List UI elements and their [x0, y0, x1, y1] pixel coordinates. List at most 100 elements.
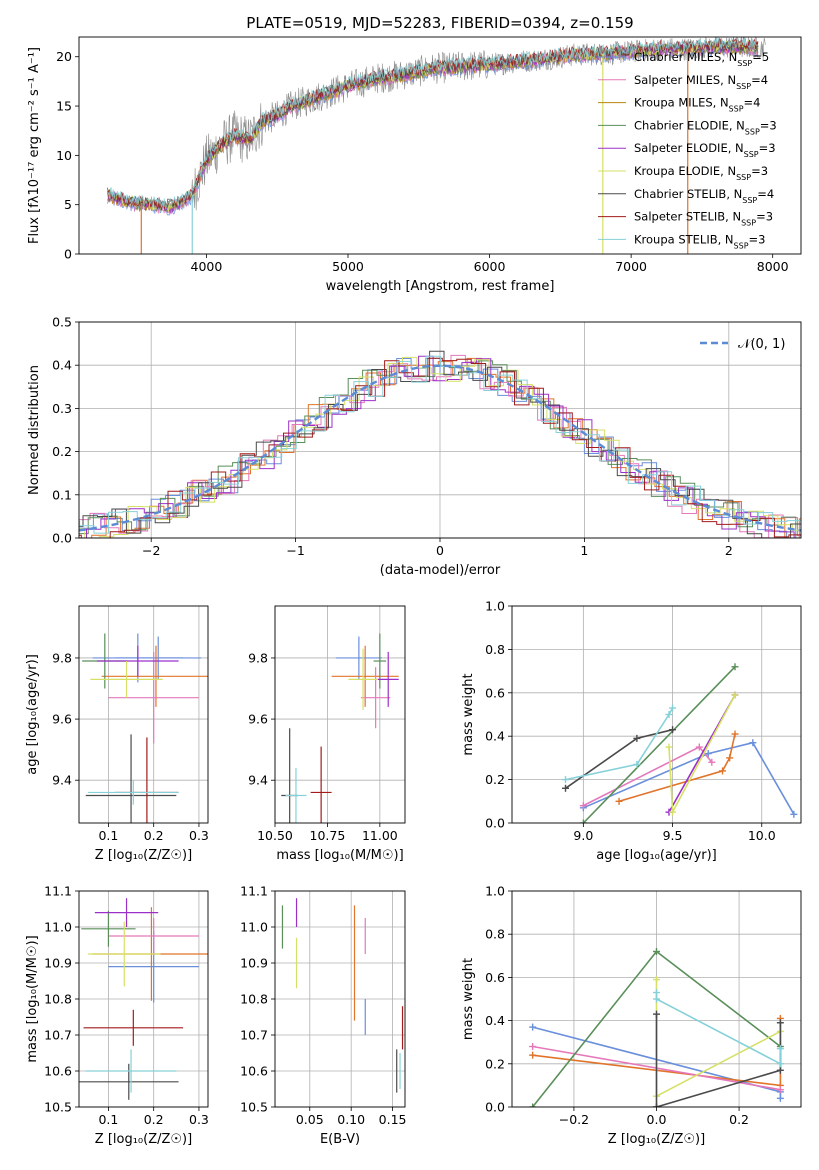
x-tick-label: 10.0 — [748, 828, 776, 843]
plus-marker — [529, 1103, 537, 1107]
y-tick-label: 10.5 — [240, 1100, 268, 1115]
y-tick-label: 11.1 — [240, 884, 268, 899]
plus-marker — [669, 704, 677, 712]
x-axis-label: wavelength [Angstrom, rest frame] — [326, 279, 555, 294]
x-tick-label: −0.2 — [559, 1112, 589, 1127]
plus-marker — [653, 989, 660, 997]
x-tick-label: 1 — [580, 543, 588, 558]
plus-marker — [776, 1045, 784, 1053]
errorbar-point — [83, 1009, 184, 1046]
plus-marker — [719, 767, 727, 775]
errorbar-point — [94, 898, 159, 927]
plot-area — [79, 350, 801, 538]
x-tick-label: 0.3 — [189, 828, 209, 843]
errorbar-point — [88, 780, 179, 805]
plot-area — [529, 947, 784, 1107]
y-axis-label: Flux [fλ10⁻¹⁷ erg cm⁻² s⁻¹ A⁻¹] — [27, 47, 42, 244]
x-tick-label: 5000 — [332, 259, 364, 274]
y-axis-label: mass weight — [461, 673, 476, 755]
y-tick-label: 0.1 — [52, 487, 72, 502]
y-tick-label: 0.0 — [52, 531, 72, 546]
x-tick-label: 0.2 — [144, 1112, 164, 1127]
axes-frame — [78, 321, 802, 539]
y-tick-label: 10.8 — [240, 992, 268, 1007]
y-tick-label: 5 — [64, 197, 72, 212]
y-tick-label: 0.8 — [485, 927, 505, 942]
x-axis-label: age [log₁₀(age/yr)] — [596, 848, 717, 863]
legend-entry: Kroupa STELIB, NSSP=3 — [634, 232, 765, 250]
mass-vs-z-panel: 0.1 0.2 0.3 10.5 10.6 10.7 10.8 10.9 11.0 11.1 Z [… — [25, 884, 209, 1148]
y-tick-label: 0.2 — [485, 772, 505, 787]
plus-marker — [726, 754, 734, 762]
axes-frame — [78, 36, 802, 255]
axes-frame — [78, 890, 209, 1108]
mass-weight-line — [565, 707, 674, 781]
plus-marker — [653, 947, 660, 955]
errorbar-point — [377, 651, 399, 707]
plus-marker — [790, 810, 798, 818]
x-axis-label: Z [log₁₀(Z/Z☉)] — [95, 1132, 192, 1147]
errorbar-point — [88, 921, 161, 987]
residual-histogram — [79, 354, 801, 538]
plus-marker — [695, 743, 703, 751]
plus-marker — [731, 663, 739, 671]
x-tick-label: 10.50 — [257, 828, 293, 843]
x-tick-label: 0.3 — [189, 1112, 209, 1127]
plus-marker — [633, 760, 641, 768]
plus-marker — [579, 819, 587, 823]
x-tick-label: 10.75 — [310, 828, 346, 843]
plus-marker — [529, 1051, 537, 1059]
age-vs-z-panel: 0.1 0.2 0.3 9.4 9.6 9.8 Z [log₁₀(Z/Z☉)] age [lo… — [25, 605, 209, 863]
y-tick-label: 1.0 — [485, 599, 505, 614]
y-tick-label: 0.0 — [485, 1100, 505, 1115]
plot-area — [82, 633, 208, 823]
y-tick-label: 10.9 — [44, 956, 72, 971]
y-tick-label: 10 — [56, 148, 72, 163]
y-tick-label: 10.9 — [240, 956, 268, 971]
errorbar-point — [108, 918, 199, 954]
mass-weight-line — [583, 741, 795, 815]
plus-marker — [776, 1066, 784, 1074]
plus-marker — [529, 1023, 537, 1031]
plus-marker — [731, 730, 739, 738]
y-tick-label: 0.4 — [52, 358, 72, 373]
y-tick-label: 0.5 — [52, 315, 72, 330]
x-tick-label: 0.05 — [296, 1112, 324, 1127]
x-tick-label: 2 — [725, 543, 733, 558]
y-tick-label: 10.7 — [44, 1028, 72, 1043]
errorbar-point — [335, 636, 382, 680]
axes-frame — [511, 605, 802, 824]
y-axis-label: mass [log₁₀(M/M☉)] — [25, 935, 40, 1062]
plot-area — [562, 663, 798, 823]
y-tick-label: 9.8 — [52, 650, 72, 665]
residual-histogram — [79, 356, 801, 538]
y-tick-label: 10.6 — [240, 1064, 268, 1079]
y-tick-label: 11.0 — [240, 920, 268, 935]
plus-marker — [562, 776, 570, 784]
model-spectrum-line — [106, 39, 759, 210]
plus-marker — [653, 1103, 660, 1107]
plus-marker — [633, 734, 641, 742]
x-tick-label: 0.2 — [729, 1112, 749, 1127]
legend-entry: Kroupa MILES, NSSP=4 — [634, 96, 760, 114]
figure-title: PLATE=0519, MJD=52283, FIBERID=0394, z=0… — [246, 14, 633, 32]
model-spectrum-line — [106, 37, 759, 210]
legend-entry: Salpeter STELIB, NSSP=3 — [634, 210, 773, 228]
axes-frame — [274, 890, 406, 1108]
legend-entry: Chabrier MILES, NSSP=5 — [634, 50, 769, 68]
plus-marker — [776, 1019, 784, 1027]
y-tick-label: 9.4 — [248, 773, 268, 788]
y-tick-label: 11.1 — [44, 884, 72, 899]
residual-histogram — [79, 357, 801, 538]
x-tick-label: −2 — [142, 543, 160, 558]
plot-area — [281, 633, 399, 823]
x-tick-label: 9.0 — [573, 828, 593, 843]
plus-marker — [579, 802, 587, 810]
errorbar-point — [97, 645, 179, 677]
x-tick-label: 6000 — [474, 259, 506, 274]
y-tick-label: 0.2 — [485, 1056, 505, 1071]
x-tick-label: 0.1 — [98, 828, 118, 843]
y-tick-label: 10.7 — [240, 1028, 268, 1043]
errorbar-point — [285, 767, 307, 823]
